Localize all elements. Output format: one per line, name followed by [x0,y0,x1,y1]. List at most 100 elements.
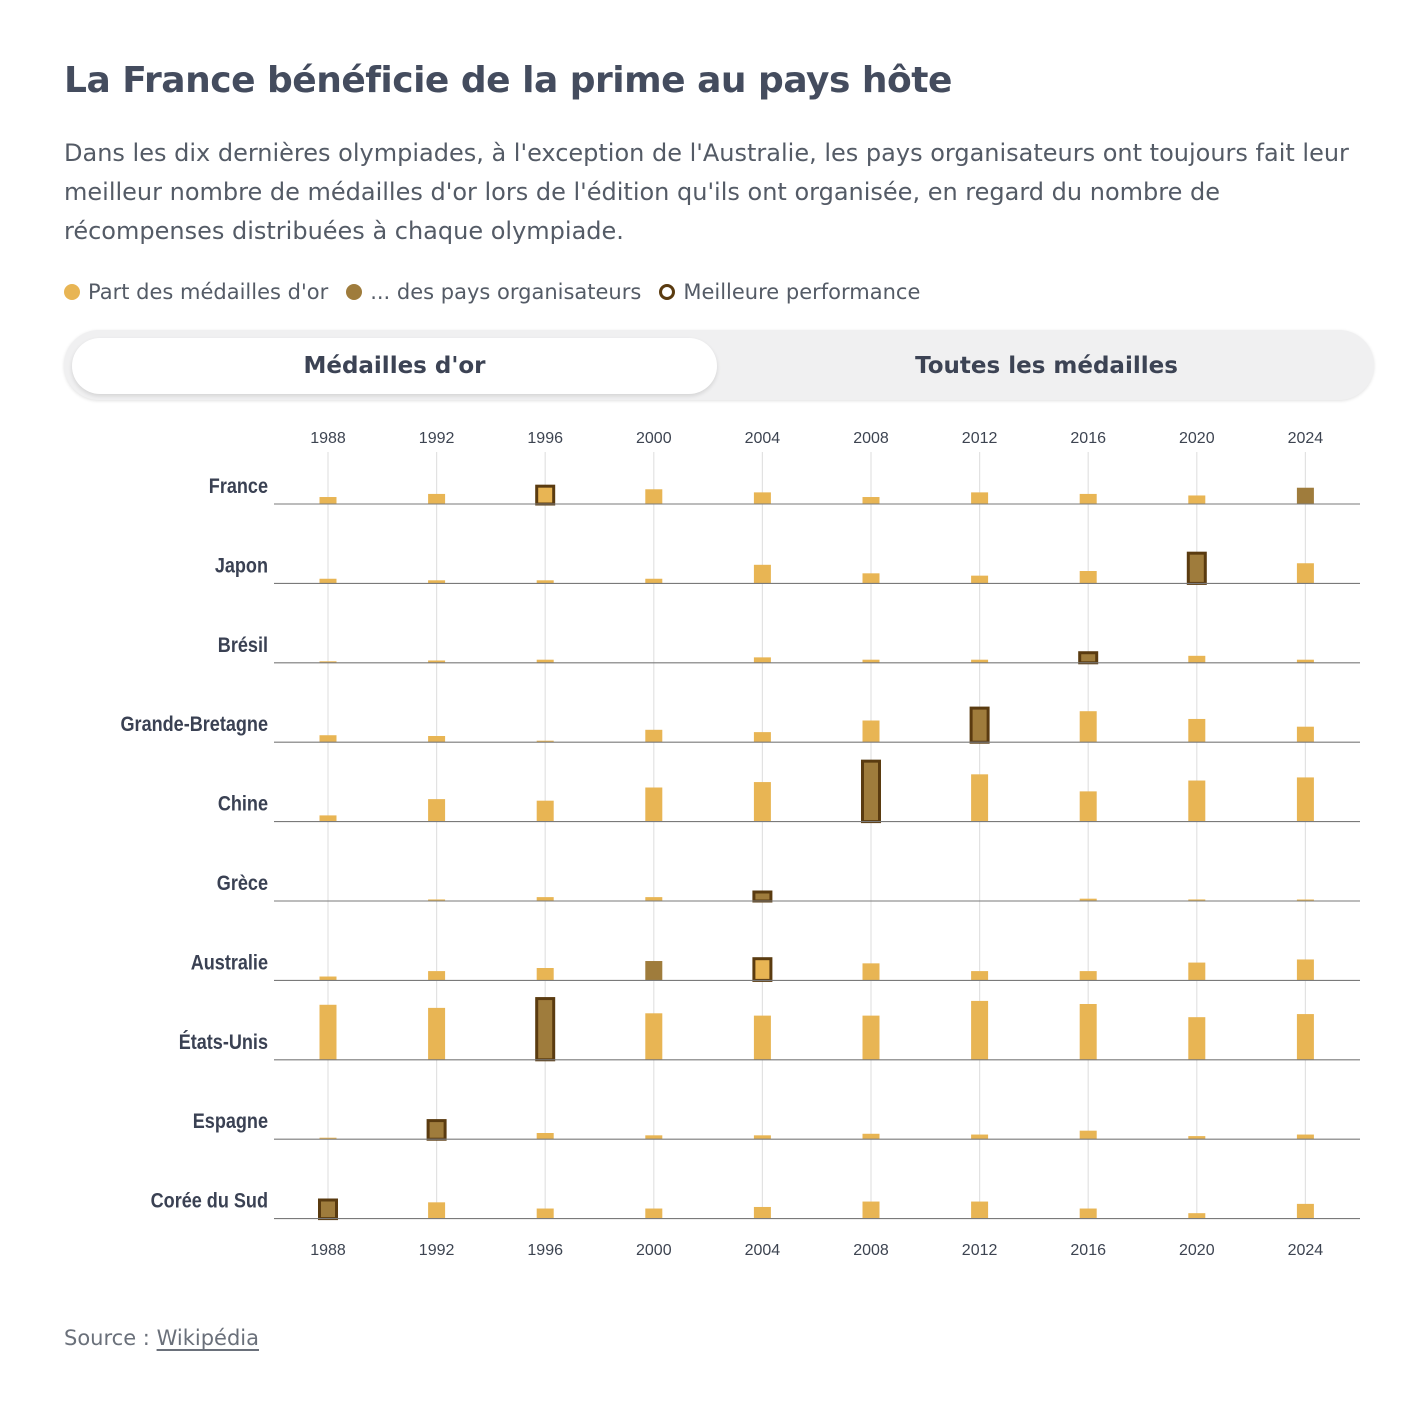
bar-7-2004 [753,1015,771,1060]
bar-3-2016 [1079,711,1097,743]
legend-item-gold: Part des médailles d'or [64,280,328,304]
bar-9-1988 [318,1198,338,1221]
bar-7-1992 [428,1007,446,1060]
bar-4-2008 [861,759,881,824]
bar-0-2012 [971,492,989,504]
legend-label-best: Meilleure performance [683,280,921,304]
x-tick-label-bottom-2008: 2008 [853,1242,889,1259]
bar-2-2012 [971,659,989,663]
bar-1-2020 [1186,551,1207,585]
bar-2-2020 [1188,655,1206,663]
bar-0-1996 [535,484,556,506]
bar-3-1988 [319,735,337,743]
medal-chart: 1988 1988 1992 1992 1996 1996 2000 2000 2004 2004… [121,430,1360,1259]
bar-7-1996 [535,997,556,1062]
bar-8-2016 [1079,1130,1097,1140]
bar-9-2000 [645,1208,663,1219]
bar-0-2000 [645,489,663,504]
bar-4-2024 [1296,777,1314,822]
country-label-6: Australie [191,951,268,975]
bar-8-2024 [1296,1134,1314,1140]
bar-0-2024 [1296,487,1314,504]
toggle-all-medals[interactable]: Toutes les médailles [915,353,1178,379]
country-label-7: États-Unis [179,1029,268,1054]
bar-3-1992 [428,736,446,743]
bar-6-2008 [862,963,880,981]
x-tick-label-bottom-1988: 1988 [310,1242,346,1259]
source-prefix: Source : [64,1326,157,1350]
x-tick-label-top-2008: 2008 [853,430,889,447]
bar-8-2020 [1188,1136,1206,1140]
x-tick-label-bottom-1996: 1996 [527,1242,563,1259]
bar-1-1992 [428,580,446,584]
bar-2-1988 [319,661,337,663]
bar-6-2000 [645,961,663,981]
bar-9-2016 [1079,1208,1097,1219]
bar-4-1992 [428,799,446,822]
chart-title: La France bénéficie de la prime au pays … [64,60,952,101]
medal-type-toggle: Médailles d'or Toutes les médailles [64,330,1374,400]
bar-8-2008 [862,1133,880,1140]
country-label-9: Corée du Sud [151,1189,268,1213]
bar-5-2000 [645,897,663,901]
country-label-1: Japon [215,554,268,578]
bar-4-1988 [319,815,337,822]
bar-4-2012 [971,774,989,822]
bar-7-2008 [862,1015,880,1060]
bar-1-2008 [862,573,880,584]
bar-9-2020 [1188,1213,1206,1219]
bar-9-2004 [753,1206,771,1219]
toggle-gold-medals[interactable]: Médailles d'or [72,338,717,394]
country-label-4: Chine [218,792,268,816]
country-label-5: Grèce [217,872,268,896]
bar-0-2016 [1079,493,1097,504]
bar-9-2008 [862,1201,880,1219]
x-tick-label-bottom-2004: 2004 [745,1242,781,1259]
bar-1-2024 [1296,563,1314,584]
bar-2-1992 [428,660,446,663]
bar-7-2012 [971,1000,989,1060]
bar-1-2012 [971,575,989,584]
bar-4-2016 [1079,791,1097,822]
bar-3-2020 [1188,718,1206,743]
bar-1-2016 [1079,571,1097,584]
bar-5-2020 [1188,899,1206,901]
bar-5-1992 [428,899,446,901]
x-tick-label-top-1988: 1988 [310,430,346,447]
legend-label-host: ... des pays organisateurs [370,280,642,304]
legend-item-host: ... des pays organisateurs [346,280,641,304]
bar-6-2020 [1188,962,1206,981]
bar-6-2004 [752,957,773,982]
bar-4-2004 [753,782,771,822]
bar-0-2008 [862,497,880,504]
bar-7-2016 [1079,1004,1097,1060]
bar-5-2024 [1296,899,1314,901]
country-label-2: Brésil [218,634,268,658]
x-tick-label-top-2020: 2020 [1179,430,1215,447]
best-performance-ring-icon [659,284,676,300]
bar-7-2024 [1296,1014,1314,1060]
source-link[interactable]: Wikipédia [156,1326,259,1350]
bar-3-2008 [862,720,880,743]
bar-9-1996 [536,1208,554,1219]
x-tick-label-bottom-2012: 2012 [962,1242,998,1259]
gold-share-dot-icon [64,284,80,300]
bar-0-1992 [428,493,446,504]
x-tick-label-top-2016: 2016 [1070,430,1106,447]
bar-8-1996 [536,1133,554,1140]
x-tick-label-top-2000: 2000 [636,430,672,447]
bar-3-2024 [1296,726,1314,743]
x-tick-label-top-2004: 2004 [745,430,781,447]
bar-5-2004 [752,890,773,903]
bar-2-2024 [1296,659,1314,663]
bar-5-2016 [1079,898,1097,901]
bar-1-1996 [536,580,554,584]
bar-6-2016 [1079,971,1097,981]
bar-6-2024 [1296,959,1314,981]
bar-4-2020 [1188,780,1206,822]
bar-6-2012 [971,971,989,981]
bar-8-2004 [753,1135,771,1140]
bar-1-1988 [319,578,337,584]
country-label-0: France [209,475,268,499]
country-label-3: Grande-Bretagne [121,713,269,737]
